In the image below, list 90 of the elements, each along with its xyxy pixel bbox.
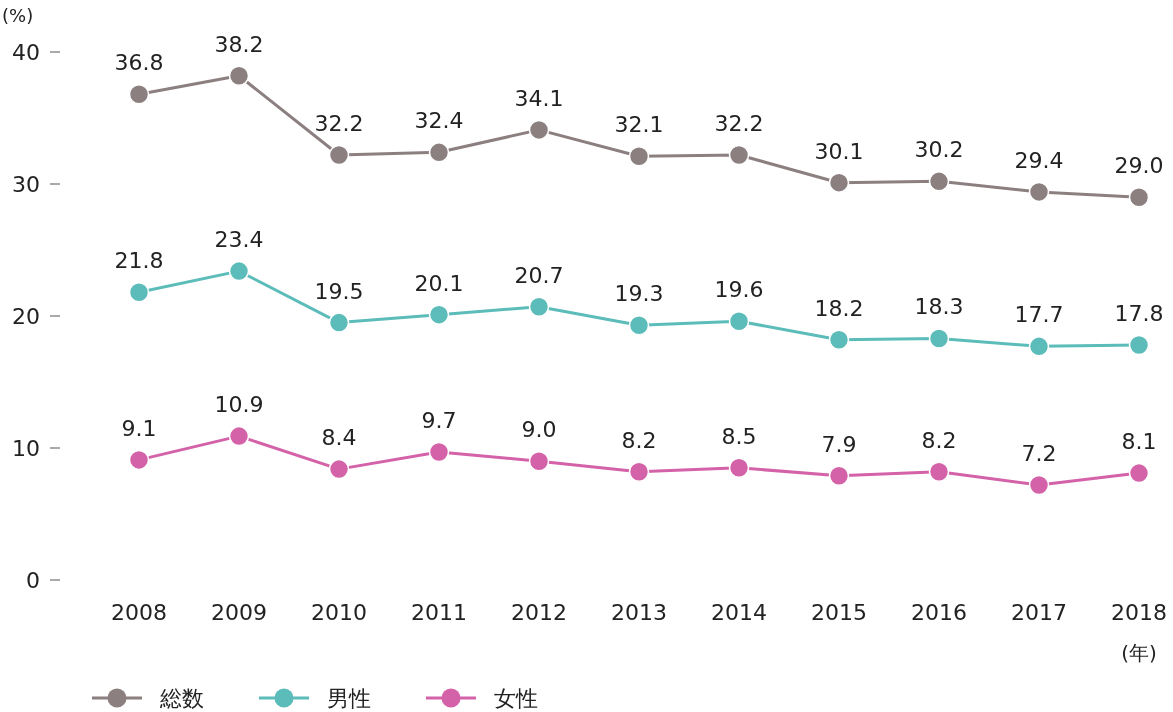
legend-label: 女性 xyxy=(494,686,538,711)
data-label: 8.2 xyxy=(921,427,957,453)
data-label: 9.1 xyxy=(121,415,157,441)
data-label: 19.5 xyxy=(314,278,364,304)
x-tick-label: 2011 xyxy=(411,600,467,625)
point xyxy=(428,441,450,463)
data-label: 9.7 xyxy=(421,407,457,433)
y-axis-title: (%) xyxy=(2,5,34,26)
point xyxy=(928,461,950,483)
point xyxy=(828,329,850,351)
data-label: 8.1 xyxy=(1121,429,1157,455)
data-label: 18.2 xyxy=(814,295,864,321)
x-tick-label: 2016 xyxy=(911,600,967,625)
point xyxy=(428,304,450,325)
point xyxy=(728,457,750,479)
point xyxy=(528,119,550,141)
x-tick-label: 2009 xyxy=(211,600,267,625)
point xyxy=(428,142,450,163)
y-tick-label: 30 xyxy=(12,172,40,197)
data-label: 29.4 xyxy=(1014,147,1064,173)
point xyxy=(128,449,150,471)
data-label: 8.5 xyxy=(721,423,757,449)
point xyxy=(128,83,150,105)
data-label: 32.2 xyxy=(314,110,364,136)
data-label: 32.4 xyxy=(414,108,464,134)
x-tick-label: 2010 xyxy=(311,600,367,625)
point xyxy=(1128,334,1150,356)
data-label: 8.2 xyxy=(621,427,657,453)
point xyxy=(228,65,250,87)
point xyxy=(628,146,650,167)
legend-女性: 女性 xyxy=(426,686,538,711)
point xyxy=(328,144,350,166)
y-tick-label: 10 xyxy=(12,436,40,461)
data-label: 17.8 xyxy=(1114,301,1164,327)
data-label: 19.6 xyxy=(714,277,764,303)
point xyxy=(1028,474,1050,496)
data-label: 8.4 xyxy=(321,425,357,451)
point xyxy=(828,465,850,486)
x-tick-label: 2018 xyxy=(1111,600,1167,625)
point xyxy=(828,172,850,193)
point xyxy=(1128,186,1150,208)
x-tick-label: 2017 xyxy=(1011,600,1067,625)
point xyxy=(728,144,750,166)
data-label: 30.1 xyxy=(814,138,864,164)
legend-男性: 男性 xyxy=(259,686,371,711)
point xyxy=(928,328,950,349)
point xyxy=(228,425,250,447)
point xyxy=(628,461,650,483)
point xyxy=(328,458,350,480)
data-label: 9.0 xyxy=(521,417,557,443)
x-tick-label: 2015 xyxy=(811,600,867,625)
legend-総数: 総数 xyxy=(92,686,204,711)
data-label: 19.3 xyxy=(614,281,664,307)
point xyxy=(1028,181,1050,203)
point xyxy=(228,260,250,282)
data-label: 20.7 xyxy=(514,262,564,288)
point xyxy=(728,311,750,332)
x-tick-label: 2014 xyxy=(711,600,767,625)
x-tick-label: 2013 xyxy=(611,600,667,625)
point xyxy=(328,312,350,333)
y-tick-label: 0 xyxy=(26,568,40,593)
point xyxy=(628,314,650,336)
data-label: 7.9 xyxy=(821,431,857,457)
legend-label: 男性 xyxy=(327,686,371,711)
point xyxy=(528,296,550,318)
x-axis-title: (年) xyxy=(1121,641,1157,665)
data-label: 32.2 xyxy=(714,110,764,136)
data-label: 20.1 xyxy=(414,270,464,296)
data-label: 30.2 xyxy=(914,137,964,163)
data-label: 18.3 xyxy=(914,294,964,320)
data-label: 23.4 xyxy=(214,227,264,253)
x-tick-label: 2012 xyxy=(511,600,567,625)
point xyxy=(128,281,150,303)
data-label: 29.0 xyxy=(1114,153,1164,179)
data-label: 34.1 xyxy=(514,85,564,111)
y-tick-label: 20 xyxy=(12,304,40,329)
y-tick-label: 40 xyxy=(12,40,40,65)
point xyxy=(1128,462,1150,484)
point xyxy=(928,171,950,192)
data-label: 38.2 xyxy=(214,31,264,57)
data-label: 10.9 xyxy=(214,392,264,418)
data-label: 21.8 xyxy=(114,248,164,274)
point xyxy=(528,450,550,472)
data-label: 17.7 xyxy=(1014,302,1064,328)
x-tick-label: 2008 xyxy=(111,600,167,625)
data-label: 32.1 xyxy=(614,112,664,138)
data-label: 7.2 xyxy=(1021,440,1057,466)
data-label: 36.8 xyxy=(114,50,164,76)
point xyxy=(1028,336,1050,357)
legend-label: 総数 xyxy=(159,686,204,711)
